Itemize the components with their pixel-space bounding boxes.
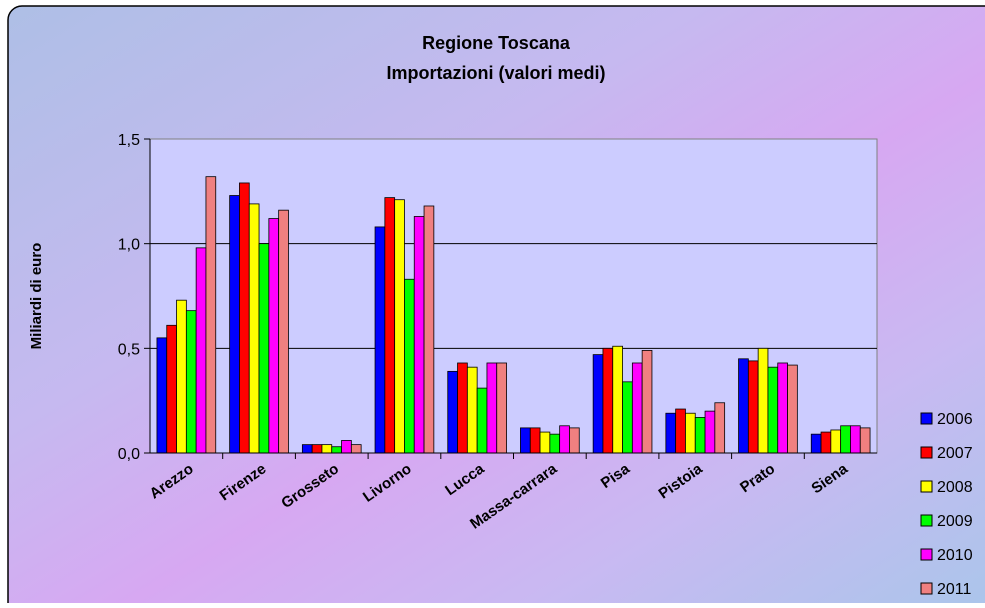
legend-label: 2008 [937,479,973,496]
bar-2007-pistoia [675,408,686,454]
bar-2009-massa-carrara [549,433,561,454]
bar-2009-grosseto [331,446,342,454]
bar-2010-arezzo [195,247,207,454]
chart-subtitle: Importazioni (valori medi) [386,63,605,83]
y-tick-label: 1,5 [118,132,140,149]
bar-2010-pistoia [704,410,716,454]
legend-swatch-2011 [920,582,933,595]
legend-label: 2011 [937,581,972,598]
legend-label: 2010 [937,547,973,564]
bar-2006-arezzo [156,337,168,454]
bar-2008-grosseto [321,444,333,454]
bar-2006-grosseto [301,444,313,454]
legend-swatch-2009 [920,514,933,527]
bar-2010-firenze [268,218,280,454]
bar-2008-prato [757,347,769,454]
y-tick-label: 0,0 [118,446,140,463]
bar-2009-lucca [476,387,488,454]
legend-label: 2009 [937,513,973,530]
legend-label: 2007 [937,445,973,462]
bar-2010-prato [777,362,788,454]
bar-2008-lucca [466,366,478,454]
bar-2006-siena [810,433,822,454]
bar-2007-pisa [602,347,614,454]
y-axis-label: Miliardi di euro [28,243,45,350]
bar-2008-livorno [394,199,405,454]
bar-2006-pistoia [665,412,677,454]
bar-2007-lucca [457,362,468,454]
bar-2006-livorno [374,226,386,454]
bar-2007-arezzo [166,324,177,454]
bar-2007-massa-carrara [529,427,541,454]
bar-2010-pisa [631,362,643,454]
legend: 2006 2007 2008 2009 2010 2011 [920,411,973,598]
bar-2009-firenze [258,243,270,454]
bar-2008-firenze [248,203,260,454]
bar-2008-arezzo [176,299,187,454]
bar-2007-siena [820,431,832,454]
legend-swatch-2008 [920,480,933,493]
bar-2009-siena [840,425,851,454]
bar-2011-firenze [278,209,289,454]
bar-2011-lucca [496,362,507,454]
bar-2006-pisa [592,354,604,454]
bar-2008-pisa [612,345,623,454]
legend-swatch-2006 [920,412,933,425]
bar-2007-prato [747,360,759,454]
bar-2010-lucca [486,362,498,454]
bar-2009-livorno [404,278,415,454]
bar-2011-massa-carrara [569,427,580,454]
legend-swatch-2010 [920,548,933,561]
bar-2010-grosseto [341,440,352,454]
chart-title: Regione Toscana [422,33,571,53]
bar-2007-grosseto [311,444,323,454]
bar-2011-prato [787,364,798,454]
bar-2008-pistoia [685,412,696,454]
bar-2009-arezzo [185,310,197,454]
bar-2009-pisa [622,381,633,454]
bar-2008-massa-carrara [539,431,551,454]
y-tick-label: 0,5 [118,341,140,358]
bar-2011-grosseto [350,444,362,454]
bar-2011-arezzo [205,176,217,454]
bar-2007-livorno [384,197,396,454]
bar-2010-livorno [413,216,425,454]
bar-2006-prato [738,358,749,454]
bar-2006-massa-carrara [520,427,531,454]
bar-2006-lucca [447,370,458,454]
y-tick-label: 1,0 [118,237,140,254]
bar-2010-siena [850,425,861,454]
bar-2011-siena [859,427,871,454]
bar-2010-massa-carrara [559,425,570,454]
bar-2009-pistoia [694,417,706,454]
legend-label: 2006 [937,411,973,428]
bar-2008-siena [830,429,842,454]
bar-2011-livorno [423,205,435,454]
legend-swatch-2007 [920,446,933,459]
bar-2007-firenze [239,182,250,454]
bar-2011-pistoia [714,402,726,454]
bar-2009-prato [767,366,779,454]
bars-layer [156,176,871,454]
bar-2011-pisa [641,350,653,454]
bar-2006-firenze [229,195,240,454]
